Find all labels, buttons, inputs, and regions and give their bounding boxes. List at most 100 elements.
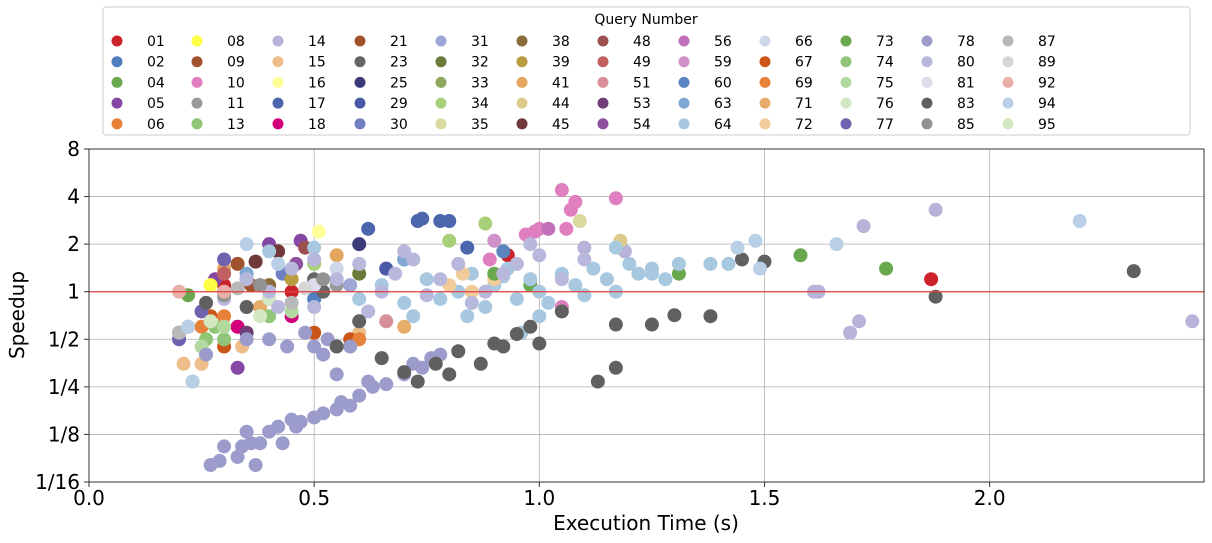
legend-label-56: 56 bbox=[714, 34, 732, 50]
legend-label-10: 10 bbox=[227, 75, 245, 91]
point-query-31 bbox=[343, 278, 358, 293]
point-query-80 bbox=[406, 252, 421, 267]
legend-label-31: 31 bbox=[471, 34, 489, 50]
legend-marker-53 bbox=[597, 97, 609, 109]
legend-marker-60 bbox=[678, 76, 690, 88]
point-query-78 bbox=[230, 449, 245, 464]
legend-marker-59 bbox=[678, 56, 690, 68]
point-query-78 bbox=[329, 367, 344, 382]
point-query-75 bbox=[217, 319, 232, 334]
legend-label-01: 01 bbox=[147, 34, 165, 50]
legend-label-30: 30 bbox=[390, 117, 408, 133]
point-query-10 bbox=[482, 252, 497, 267]
point-query-80 bbox=[496, 266, 511, 281]
point-query-10 bbox=[554, 183, 569, 198]
point-query-64 bbox=[577, 288, 592, 303]
y-tick-label: 1/16 bbox=[35, 470, 80, 494]
legend-marker-44 bbox=[516, 97, 528, 109]
point-query-06 bbox=[217, 309, 232, 324]
point-query-80 bbox=[307, 252, 322, 267]
legend-marker-81 bbox=[921, 76, 933, 88]
point-query-64 bbox=[599, 272, 614, 287]
legend-marker-66 bbox=[759, 35, 771, 47]
point-query-94 bbox=[730, 240, 745, 255]
point-query-83 bbox=[374, 351, 389, 366]
point-query-78 bbox=[316, 406, 331, 421]
legend-marker-56 bbox=[678, 35, 690, 47]
legend-label-35: 35 bbox=[471, 117, 489, 133]
point-query-83 bbox=[590, 374, 605, 389]
point-query-17 bbox=[361, 221, 376, 236]
legend-marker-09 bbox=[191, 56, 203, 68]
point-query-94 bbox=[239, 237, 254, 252]
legend-marker-71 bbox=[759, 97, 771, 109]
legend-label-66: 66 bbox=[795, 34, 813, 50]
point-query-94 bbox=[1072, 214, 1087, 229]
point-query-64 bbox=[721, 256, 736, 271]
point-query-64 bbox=[541, 295, 556, 310]
point-query-78 bbox=[275, 436, 290, 451]
point-query-80 bbox=[532, 248, 547, 263]
point-query-05 bbox=[230, 360, 245, 375]
legend-label-73: 73 bbox=[876, 34, 894, 50]
point-query-64 bbox=[532, 309, 547, 324]
point-query-14 bbox=[852, 314, 867, 329]
legend-frame bbox=[102, 6, 1191, 136]
legend-marker-69 bbox=[759, 76, 771, 88]
y-tick-label: 1/8 bbox=[48, 422, 80, 446]
point-query-95 bbox=[253, 309, 268, 324]
point-query-10 bbox=[608, 191, 623, 206]
legend-label-32: 32 bbox=[471, 55, 489, 71]
legend-marker-10 bbox=[191, 76, 203, 88]
point-query-83 bbox=[199, 295, 214, 310]
legend-marker-35 bbox=[435, 118, 447, 130]
legend-title: Query Number bbox=[594, 12, 697, 28]
legend-label-51: 51 bbox=[633, 75, 651, 91]
legend-marker-77 bbox=[840, 118, 852, 130]
legend-marker-25 bbox=[354, 76, 366, 88]
point-query-83 bbox=[442, 367, 457, 382]
point-query-64 bbox=[478, 300, 493, 315]
legend-label-38: 38 bbox=[552, 34, 570, 50]
y-axis-label: Speedup bbox=[5, 271, 29, 359]
legend-label-49: 49 bbox=[633, 55, 651, 71]
point-query-04 bbox=[671, 266, 686, 281]
point-query-94 bbox=[748, 233, 763, 248]
point-query-78 bbox=[293, 414, 308, 429]
legend-marker-89 bbox=[1002, 56, 1014, 68]
point-query-89 bbox=[298, 281, 313, 296]
legend-marker-72 bbox=[759, 118, 771, 130]
legend-marker-95 bbox=[1002, 118, 1014, 130]
x-tick-label: 1.5 bbox=[749, 486, 781, 510]
point-query-80 bbox=[464, 295, 479, 310]
legend-label-06: 06 bbox=[147, 117, 165, 133]
point-query-74 bbox=[217, 332, 232, 347]
legend-label-83: 83 bbox=[957, 96, 975, 112]
legend-label-59: 59 bbox=[714, 55, 732, 71]
point-query-83 bbox=[451, 344, 466, 359]
point-query-83 bbox=[703, 309, 718, 324]
legend-label-89: 89 bbox=[1038, 55, 1056, 71]
point-query-64 bbox=[644, 266, 659, 281]
legend-marker-32 bbox=[435, 56, 447, 68]
point-query-64 bbox=[406, 309, 421, 324]
point-query-64 bbox=[671, 256, 686, 271]
legend-marker-49 bbox=[597, 56, 609, 68]
point-query-71 bbox=[397, 319, 412, 334]
point-query-25 bbox=[352, 237, 367, 252]
legend-label-60: 60 bbox=[714, 75, 732, 91]
point-query-64 bbox=[658, 272, 673, 287]
point-query-14 bbox=[843, 325, 858, 340]
point-query-83 bbox=[667, 308, 682, 323]
legend-label-72: 72 bbox=[795, 117, 813, 133]
point-query-04 bbox=[793, 248, 808, 263]
point-query-80 bbox=[433, 272, 448, 287]
point-query-80 bbox=[451, 256, 466, 271]
legend-marker-17 bbox=[272, 97, 284, 109]
x-tick-label: 1.0 bbox=[523, 486, 555, 510]
legend-marker-41 bbox=[516, 76, 528, 88]
point-query-83 bbox=[523, 319, 538, 334]
x-tick-label: 0.0 bbox=[73, 486, 105, 510]
point-query-83 bbox=[928, 289, 943, 304]
